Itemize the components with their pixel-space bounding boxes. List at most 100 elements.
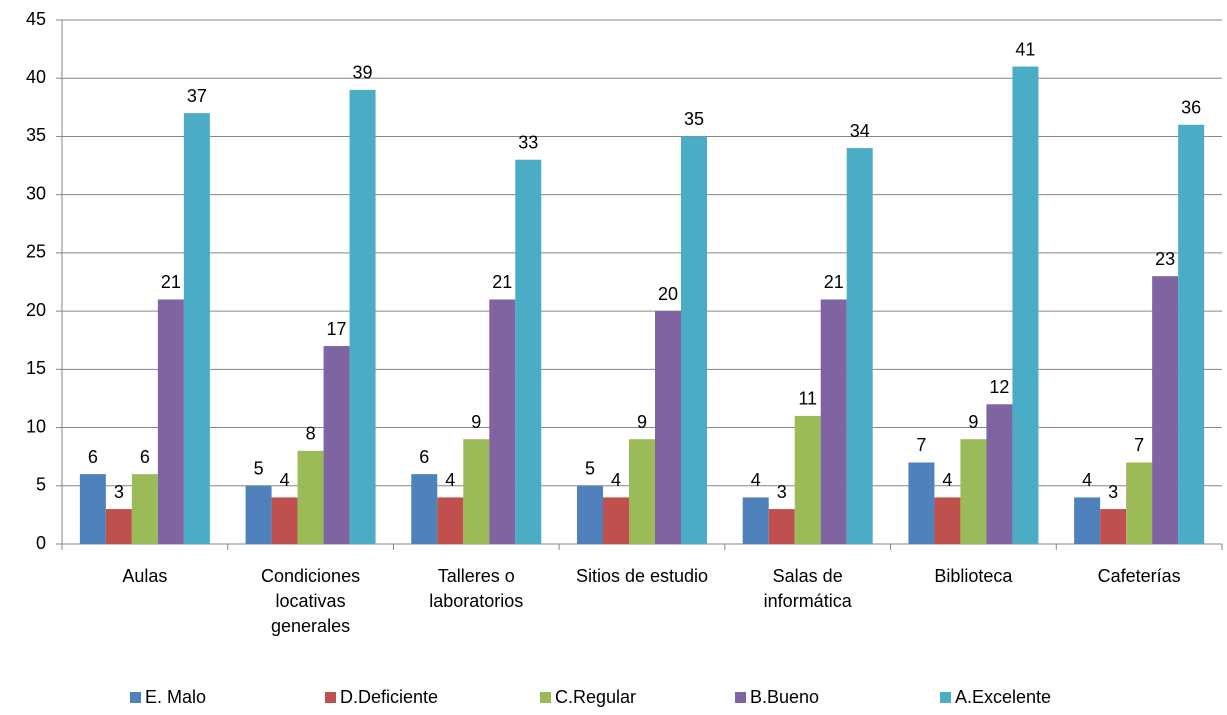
data-label: 23 (1155, 249, 1175, 269)
x-tick-label-box: Aulas (122, 566, 168, 586)
y-tick-label: 5 (36, 475, 46, 495)
legend-swatch (130, 692, 141, 703)
data-label: 41 (1015, 39, 1035, 59)
legend-swatch (540, 692, 551, 703)
bar (1152, 276, 1179, 544)
bar (489, 299, 516, 544)
bar (655, 311, 681, 544)
bar (681, 136, 707, 544)
bar (515, 159, 542, 544)
x-tick-label-box: Cafeterías (1097, 566, 1181, 586)
data-label: 3 (114, 482, 124, 502)
y-tick-label: 10 (26, 416, 46, 436)
y-tick-label: 40 (26, 67, 46, 87)
data-label: 33 (518, 132, 538, 152)
data-label: 5 (585, 459, 595, 479)
y-tick-label: 35 (26, 125, 46, 145)
bar (820, 299, 847, 544)
x-tick-label-box: Condiciones locativas generales (261, 566, 361, 636)
legend-swatch (325, 692, 336, 703)
y-tick-label: 0 (36, 533, 46, 553)
bar (629, 439, 655, 544)
bar (183, 113, 210, 545)
data-label: 20 (658, 284, 678, 304)
bar (742, 497, 769, 544)
bar (105, 509, 132, 544)
data-label: 39 (353, 63, 373, 83)
data-label: 36 (1181, 98, 1201, 118)
data-label: 6 (88, 447, 98, 467)
data-label: 9 (471, 412, 481, 432)
x-tick-label: Sitios de estudio (575, 566, 709, 586)
bar (908, 462, 935, 544)
x-tick-label-box: Biblioteca (934, 566, 1013, 586)
bar (794, 415, 821, 544)
bar (1126, 462, 1153, 544)
data-label: 21 (492, 272, 512, 292)
bar (1178, 124, 1205, 545)
data-label: 6 (140, 447, 150, 467)
bar (349, 89, 376, 544)
data-label: 5 (254, 459, 264, 479)
x-tick-label: Aulas (122, 566, 168, 586)
x-tick-label: Cafeterías (1097, 566, 1181, 586)
bar (157, 299, 184, 544)
data-label: 21 (161, 272, 181, 292)
legend-label: D.Deficiente (340, 687, 438, 707)
legend-label: A.Excelente (955, 687, 1051, 707)
bar (934, 497, 961, 544)
data-label: 7 (1134, 435, 1144, 455)
bar (411, 474, 438, 544)
legend-swatch (735, 692, 746, 703)
data-label: 17 (327, 319, 347, 339)
bar (437, 497, 464, 544)
bar (245, 485, 272, 544)
x-tick-label: Condiciones locativas generales (261, 566, 361, 636)
y-tick-label: 30 (26, 183, 46, 203)
bar (1100, 509, 1127, 544)
bar (271, 497, 298, 544)
x-tick-label: Biblioteca (934, 566, 1013, 586)
y-tick-label: 45 (26, 9, 46, 29)
data-label: 9 (637, 412, 647, 432)
x-tick-label-box: Sitios de estudio (575, 566, 709, 586)
bar (323, 346, 350, 544)
data-label: 34 (850, 121, 870, 141)
x-tick-label-box: Talleres o laboratorios (429, 566, 523, 611)
data-label: 35 (684, 109, 704, 129)
y-tick-label: 25 (26, 242, 46, 262)
data-label: 4 (611, 470, 621, 490)
bar (986, 404, 1013, 544)
legend-label: E. Malo (145, 687, 206, 707)
data-label: 4 (280, 470, 290, 490)
bar (768, 509, 795, 544)
data-label: 4 (445, 470, 455, 490)
bar (960, 439, 987, 544)
data-label: 3 (777, 482, 787, 502)
data-label: 3 (1108, 482, 1118, 502)
y-tick-label: 20 (26, 300, 46, 320)
bar (131, 474, 158, 544)
legend-label: B.Bueno (750, 687, 819, 707)
y-tick-label: 15 (26, 358, 46, 378)
bar (1012, 66, 1039, 545)
bar (603, 497, 629, 544)
bar (463, 439, 490, 544)
bar (297, 450, 324, 544)
data-label: 9 (968, 412, 978, 432)
data-label: 37 (187, 86, 207, 106)
bar (577, 485, 603, 544)
bar (79, 474, 106, 544)
data-label: 8 (306, 424, 316, 444)
data-label: 4 (1082, 470, 1092, 490)
data-label: 4 (942, 470, 952, 490)
legend-label: C.Regular (555, 687, 636, 707)
data-label: 21 (824, 272, 844, 292)
x-tick-label-box: Salas de informática (763, 566, 852, 611)
data-label: 12 (989, 377, 1009, 397)
data-label: 11 (798, 389, 817, 409)
bar (1074, 497, 1101, 544)
bar (846, 148, 873, 545)
x-tick-label: Salas de informática (763, 566, 852, 611)
